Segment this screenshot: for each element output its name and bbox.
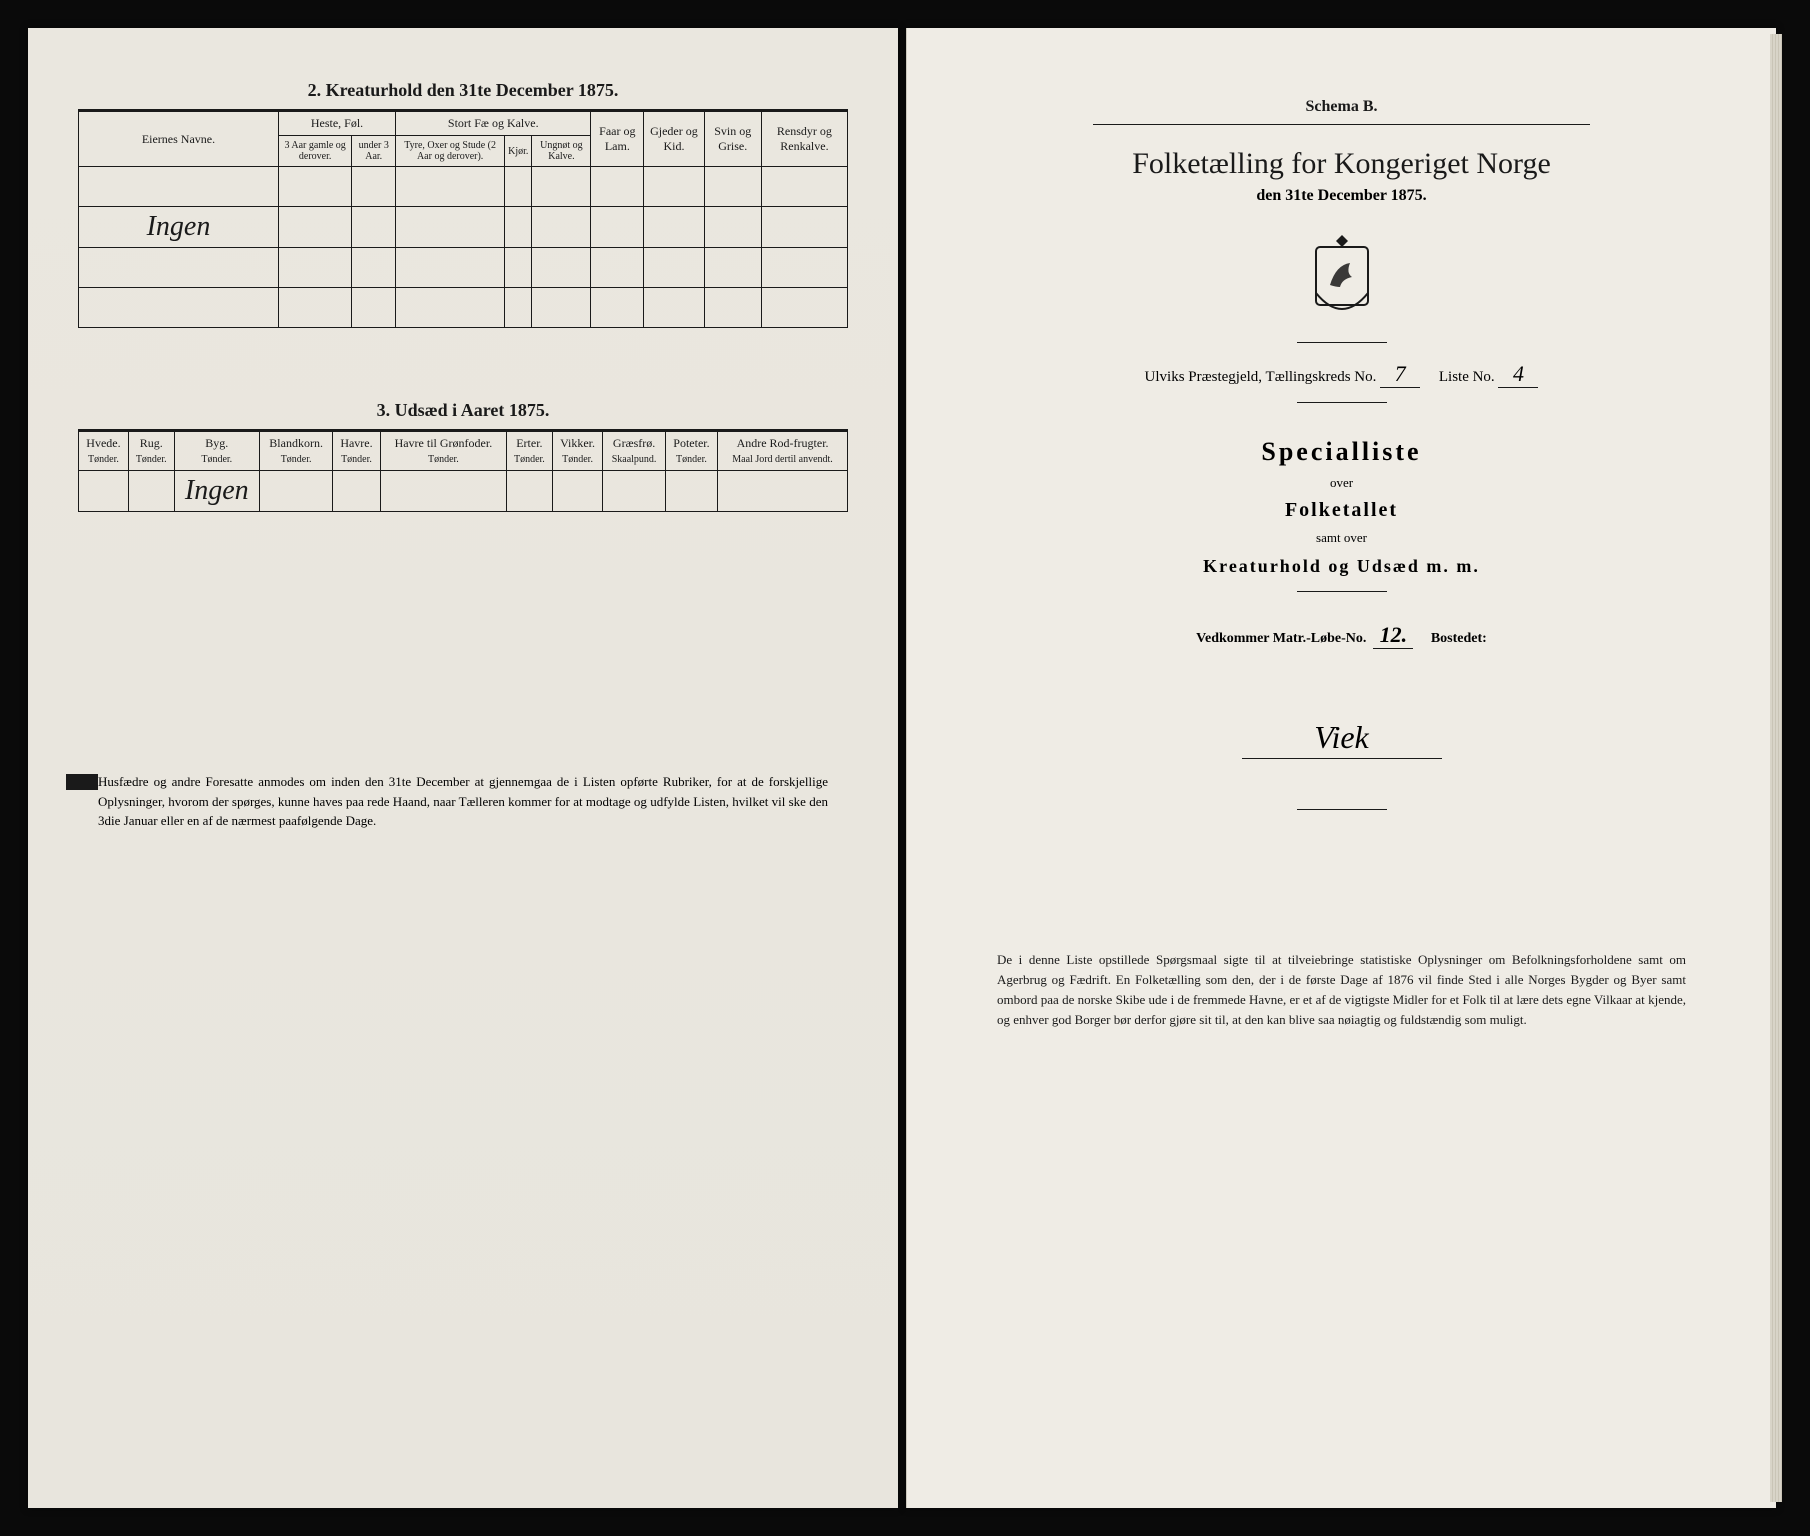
col-blandkorn: Blandkorn.Tønder. bbox=[260, 432, 333, 471]
table-row: Ingen bbox=[79, 207, 848, 248]
sub-heste-2: under 3 Aar. bbox=[352, 136, 396, 167]
sub-stort-3: Ungnøt og Kalve. bbox=[532, 136, 591, 167]
place-name: Viek bbox=[1242, 719, 1442, 759]
col-rug: Rug.Tønder. bbox=[128, 432, 174, 471]
col-andre: Andre Rod-frugter.Maal Jord dertil anven… bbox=[718, 432, 848, 471]
col-hvede: Hvede.Tønder. bbox=[79, 432, 129, 471]
col-havre: Havre.Tønder. bbox=[333, 432, 380, 471]
colgroup-heste: Heste, Føl. bbox=[278, 112, 395, 136]
handwritten-ingen: Ingen bbox=[185, 475, 249, 506]
samt-over-label: samt over bbox=[987, 530, 1696, 546]
matr-line: Vedkommer Matr.-Løbe-No. 12. Bostedet: bbox=[987, 622, 1696, 649]
specialliste-heading: Specialliste bbox=[987, 437, 1696, 467]
col-gjeder: Gjeder og Kid. bbox=[644, 112, 704, 167]
col-svin: Svin og Grise. bbox=[704, 112, 761, 167]
rule bbox=[1297, 809, 1387, 810]
table-row bbox=[79, 248, 848, 288]
col-graesfro: Græsfrø.Skaalpund. bbox=[603, 432, 665, 471]
pointing-hand-icon bbox=[66, 774, 98, 790]
rule bbox=[1297, 591, 1387, 592]
sub-stort-2: Kjør. bbox=[505, 136, 532, 167]
col-poteter: Poteter.Tønder. bbox=[665, 432, 717, 471]
rule bbox=[1297, 342, 1387, 343]
schema-label: Schema B. bbox=[987, 98, 1696, 116]
bottom-paragraph: De i denne Liste opstillede Spørgsmaal s… bbox=[987, 950, 1696, 1031]
table-kreaturhold: Eiernes Navne. Heste, Føl. Stort Fæ og K… bbox=[78, 111, 848, 328]
folketallet-heading: Folketallet bbox=[987, 499, 1696, 522]
instruction-note: Husfædre og andre Foresatte anmodes om i… bbox=[78, 772, 848, 831]
liste-no: 4 bbox=[1498, 361, 1538, 388]
rule bbox=[1297, 402, 1387, 403]
main-title: Folketælling for Kongeriget Norge bbox=[987, 147, 1696, 181]
col-eiernes: Eiernes Navne. bbox=[79, 112, 279, 167]
right-page: Schema B. Folketælling for Kongeriget No… bbox=[906, 28, 1776, 1508]
parish-line: Ulviks Præstegjeld, Tællingskreds No. 7 … bbox=[987, 361, 1696, 388]
over-label: over bbox=[987, 475, 1696, 491]
col-rensdyr: Rensdyr og Renkalve. bbox=[761, 112, 847, 167]
coat-of-arms-icon bbox=[1302, 233, 1382, 328]
col-vikker: Vikker.Tønder. bbox=[552, 432, 603, 471]
rule bbox=[1093, 124, 1589, 125]
kreaturhold-heading: Kreaturhold og Udsæd m. m. bbox=[987, 556, 1696, 577]
col-havre-gron: Havre til Grønfoder.Tønder. bbox=[380, 432, 506, 471]
table-row bbox=[79, 167, 848, 207]
page-stack-edge bbox=[1770, 34, 1782, 1502]
matr-no: 12. bbox=[1373, 622, 1413, 649]
section-3-title: 3. Udsæd i Aaret 1875. bbox=[78, 400, 848, 421]
handwritten-ingen: Ingen bbox=[147, 211, 211, 242]
document-spread: 2. Kreaturhold den 31te December 1875. E… bbox=[20, 20, 1790, 1516]
col-faar: Faar og Lam. bbox=[591, 112, 644, 167]
colgroup-stort: Stort Fæ og Kalve. bbox=[396, 112, 591, 136]
sub-heste-1: 3 Aar gamle og derover. bbox=[278, 136, 351, 167]
table-row: Ingen bbox=[79, 471, 848, 512]
place-line: Viek bbox=[987, 719, 1696, 759]
left-page: 2. Kreaturhold den 31te December 1875. E… bbox=[28, 28, 898, 1508]
col-byg: Byg.Tønder. bbox=[174, 432, 259, 471]
section-2-title: 2. Kreaturhold den 31te December 1875. bbox=[78, 80, 848, 101]
census-date: den 31te December 1875. bbox=[987, 187, 1696, 205]
table-row bbox=[79, 288, 848, 328]
sub-stort-1: Tyre, Oxer og Stude (2 Aar og derover). bbox=[396, 136, 505, 167]
kreds-no: 7 bbox=[1380, 361, 1420, 388]
table-udsaed: Hvede.Tønder. Rug.Tønder. Byg.Tønder. Bl… bbox=[78, 431, 848, 512]
col-erter: Erter.Tønder. bbox=[507, 432, 553, 471]
